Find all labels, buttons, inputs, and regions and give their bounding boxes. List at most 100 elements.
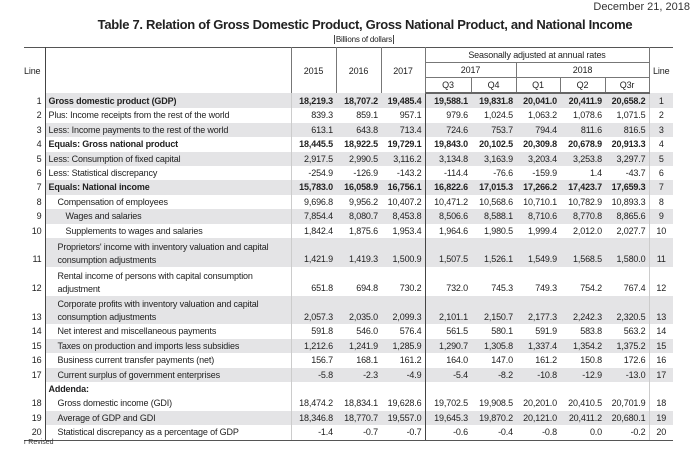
value-cell: -76.6	[493, 168, 513, 179]
value-cell: 17,015.3	[471, 180, 516, 195]
value-cell: 749.3	[535, 283, 557, 294]
value-cell: 1,964.6	[439, 225, 468, 236]
row-label: Business current transfer payments (net)	[57, 355, 215, 366]
value-cell: 613.1	[290, 122, 336, 138]
value-cell	[425, 382, 471, 396]
value-cell: 3,116.2	[381, 151, 426, 167]
value-cell: -5.4	[425, 367, 471, 383]
line-number: 17	[24, 367, 46, 383]
row-label: Current surplus of government enterprise…	[45, 367, 291, 383]
table-row: 2 Plus: Income receipts from the rest of …	[24, 108, 673, 123]
row-label: Gross domestic product (GDP)	[45, 93, 291, 109]
line-number: 4	[24, 137, 46, 152]
value-cell: 561.5	[446, 326, 468, 337]
value-cell: 8,506.6	[425, 209, 471, 224]
value-cell: 2,320.5	[605, 295, 650, 325]
value-cell: 17,659.3	[605, 180, 650, 195]
value-cell: 1,875.6	[349, 225, 378, 236]
line-number-right: 6	[658, 168, 664, 179]
value-cell: 1,285.9	[381, 338, 426, 354]
value-cell: 3,203.4	[516, 151, 560, 167]
value-cell: 1,212.6	[290, 338, 336, 354]
line-number: 8	[24, 194, 46, 210]
header-q1-2018: Q1	[516, 77, 561, 94]
row-label: Less: Income payments to the rest of the…	[45, 122, 291, 138]
table-row: 13 Corporate profits with inventory valua…	[24, 295, 673, 325]
line-number-right: 12	[656, 283, 667, 294]
value-cell: 1,999.4	[528, 225, 557, 236]
value-cell: 8,710.6	[516, 209, 560, 224]
value-cell: 10,407.2	[381, 194, 426, 210]
value-cell: 8,453.8	[381, 209, 426, 224]
value-cell: 713.4	[381, 122, 426, 138]
row-label: Taxes on production and imports less sub…	[45, 338, 291, 354]
value-cell: 16,822.6	[425, 180, 471, 195]
value-cell: 1,580.0	[605, 238, 650, 267]
value-cell: -0.6	[425, 425, 471, 441]
value-cell: 732.0	[446, 283, 468, 294]
value-cell: 10,893.3	[605, 194, 650, 210]
value-cell: 3,134.8	[425, 151, 471, 167]
line-number-right: 18	[656, 398, 667, 409]
value-cell: -0.7	[381, 425, 426, 441]
value-cell: 563.2	[605, 324, 650, 339]
value-cell: 1,980.5	[484, 225, 513, 236]
line-number: 10	[24, 223, 46, 239]
value-cell: 753.7	[471, 122, 516, 138]
table-row: 20 Statistical discrepancy as a percentag…	[24, 425, 673, 441]
row-label: Supplements to wages and salaries	[65, 225, 203, 236]
row-label: Plus: Income receipts from the rest of t…	[48, 110, 230, 121]
value-cell: 18,770.7	[336, 410, 381, 426]
value-cell: 8,865.6	[605, 209, 650, 224]
row-label: Wages and salaries	[45, 209, 291, 224]
table-row: 3 Less: Income payments to the rest of th…	[24, 122, 673, 138]
line-number-right: 3	[649, 122, 673, 138]
line-number-right: 15	[649, 338, 673, 354]
value-cell: 18,922.5	[344, 139, 378, 150]
value-cell: 730.2	[381, 266, 426, 296]
row-label: Rental income of persons with capital co…	[57, 270, 253, 294]
value-cell: 1,337.4	[516, 338, 560, 354]
value-cell: 19,702.5	[434, 398, 468, 409]
line-number-right: 14	[656, 326, 667, 337]
value-cell: -5.8	[290, 367, 336, 383]
value-cell: 745.3	[491, 283, 513, 294]
header-qyear-2018: 2018	[516, 62, 650, 78]
units-label: Billions of dollars	[333, 35, 395, 44]
value-cell: 19,908.5	[479, 398, 513, 409]
value-cell: 1,500.9	[381, 238, 426, 267]
value-cell: -0.8	[516, 425, 560, 441]
line-number-right: 7	[649, 180, 673, 195]
value-cell: 18,346.8	[290, 410, 336, 426]
header-year-2017: 2017	[381, 47, 426, 93]
table-row: 19 Average of GDP and GDI 18,346.8 18,770.7…	[24, 410, 673, 426]
line-number: 18	[24, 396, 46, 411]
line-number: 14	[24, 324, 46, 339]
line-number: 1	[24, 93, 46, 109]
value-cell: 10,471.2	[434, 196, 468, 207]
value-cell: 18,474.2	[290, 396, 336, 411]
value-cell	[516, 382, 560, 396]
value-cell: 2,027.7	[605, 223, 650, 239]
row-label: Equals: Gross national product	[48, 139, 179, 150]
header-qyear-2017: 2017	[425, 62, 517, 78]
value-cell: 19,588.1	[425, 93, 471, 109]
line-number-right: 8	[658, 196, 664, 207]
line-number	[24, 382, 46, 397]
value-cell: 1,241.9	[336, 338, 381, 354]
value-cell: -0.2	[605, 425, 650, 441]
value-cell: 2,012.0	[573, 225, 602, 236]
value-cell: 2,990.5	[336, 151, 381, 167]
value-cell: 18,834.1	[344, 398, 378, 409]
value-cell: -159.9	[532, 168, 557, 179]
value-cell: 17,266.2	[516, 180, 560, 195]
line-number-right: 9	[649, 209, 673, 224]
value-cell: 1,842.4	[290, 223, 336, 239]
value-cell: 957.1	[381, 108, 426, 123]
table-row: 4 Equals: Gross national product 18,445.5 1…	[24, 137, 673, 152]
line-number: 11	[24, 238, 46, 267]
value-cell: 20,041.0	[516, 93, 560, 109]
value-cell: 2,057.3	[290, 295, 336, 325]
header-line-right: Line	[649, 47, 673, 93]
value-cell: 651.8	[290, 266, 336, 296]
